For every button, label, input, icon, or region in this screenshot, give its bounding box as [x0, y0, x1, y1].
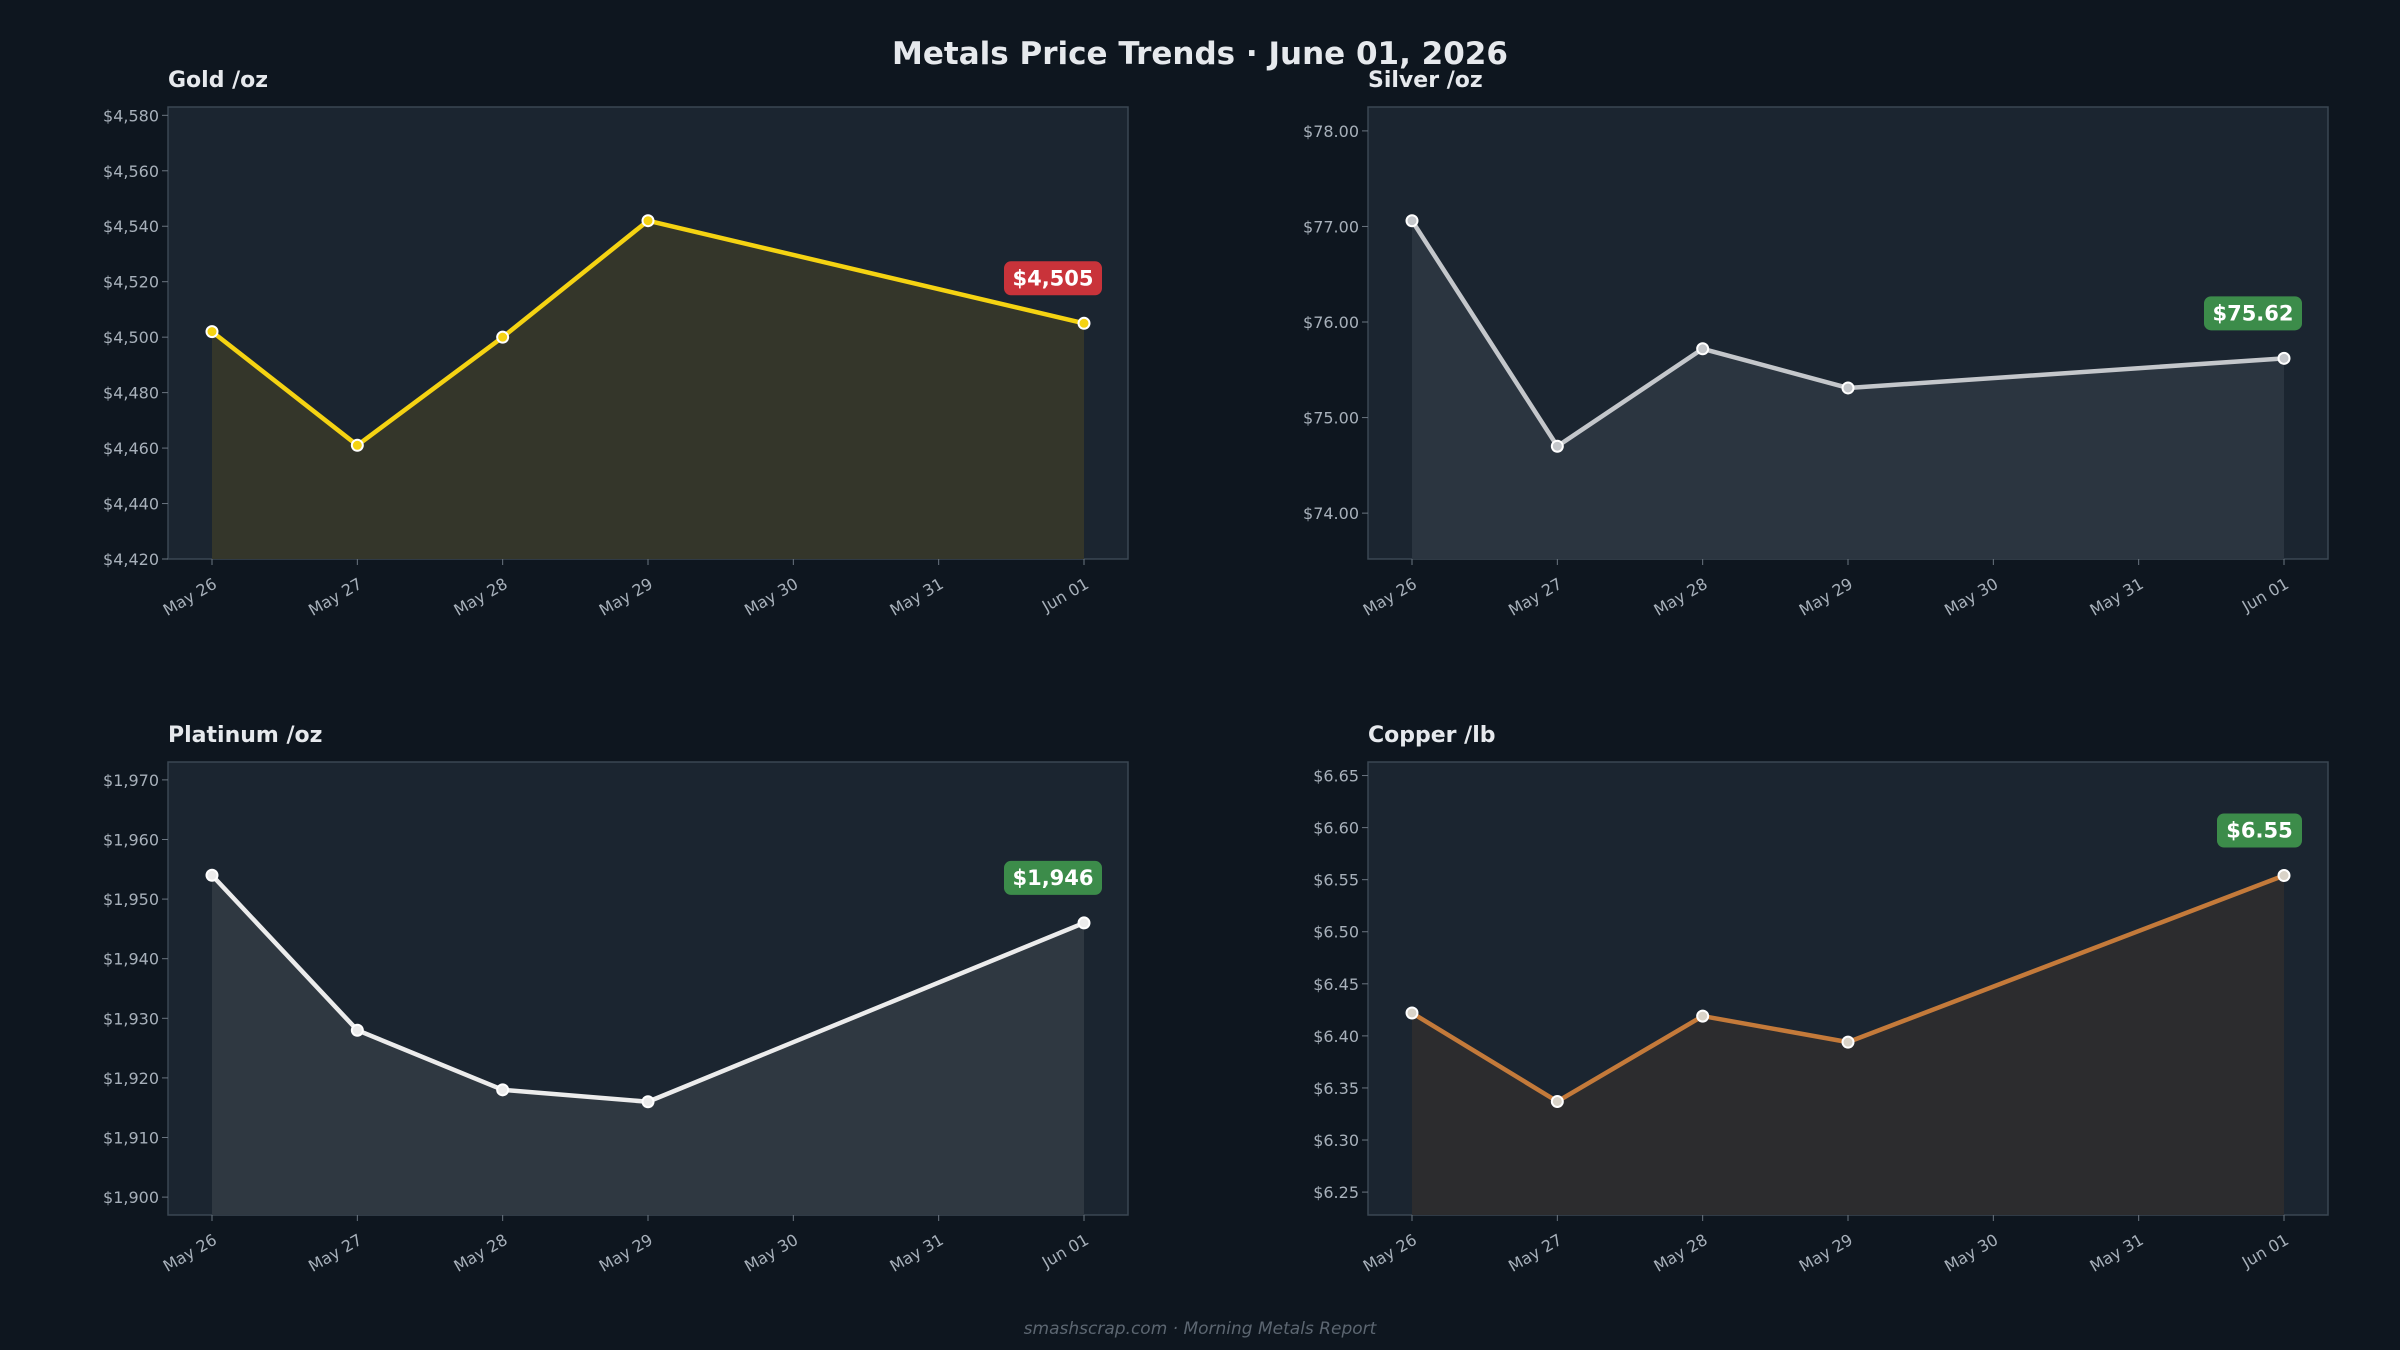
copper-y-tick-label: $6.35: [1313, 1079, 1359, 1098]
copper-y-tick-label: $6.40: [1313, 1027, 1359, 1046]
footer-credit: smashscrap.com · Morning Metals Report: [1024, 1319, 1378, 1339]
gold-data-point: [641, 214, 655, 228]
copper-data-point: [1841, 1035, 1855, 1049]
silver-y-tick-label: $75.00: [1303, 409, 1359, 428]
gold-y-tick-label: $4,500: [103, 328, 159, 347]
silver-chart-title: Silver /oz: [1368, 68, 1483, 93]
platinum-y-tick-label: $1,970: [103, 771, 159, 790]
copper-data-point: [1550, 1094, 1564, 1108]
silver-data-point: [1405, 214, 1419, 228]
copper-chart-title: Copper /lb: [1368, 723, 1496, 748]
platinum-latest-badge: [1004, 860, 1102, 895]
gold-latest-badge: [1004, 261, 1102, 296]
platinum-chart-title: Platinum /oz: [168, 723, 322, 748]
platinum-y-tick-label: $1,930: [103, 1009, 159, 1028]
gold-y-tick-label: $4,460: [103, 439, 159, 458]
platinum-y-tick-label: $1,960: [103, 830, 159, 849]
platinum-area-fill: [212, 875, 1084, 1215]
gold-y-tick-label: $4,540: [103, 217, 159, 236]
copper-chart: Copper /lb $6.25 $6.30 $6.35 $6.40 $6.45 $6.50…: [1313, 723, 2329, 1276]
silver-data-point: [1696, 342, 1710, 356]
platinum-data-point: [496, 1083, 510, 1097]
silver-y-tick-label: $78.00: [1303, 122, 1359, 141]
silver-y-tick-label: $76.00: [1303, 313, 1359, 332]
gold-chart-title: Gold /oz: [168, 68, 268, 93]
copper-y-tick-label: $6.45: [1313, 975, 1359, 994]
silver-y-tick-label: $77.00: [1303, 217, 1359, 236]
copper-y-tick-label: $6.55: [1313, 871, 1359, 890]
platinum-data-point: [205, 868, 219, 882]
gold-y-tick-label: $4,420: [103, 550, 159, 569]
platinum-data-point: [1077, 916, 1091, 930]
copper-y-tick-label: $6.25: [1313, 1183, 1359, 1202]
gold-chart: Gold /oz $4,420 $4,440 $4,460 $4,480 $4,500 $4…: [103, 68, 1129, 620]
platinum-y-tick-label: $1,940: [103, 950, 159, 969]
copper-y-tick-label: $6.50: [1313, 923, 1359, 942]
gold-data-point: [350, 438, 364, 452]
silver-data-point: [2277, 351, 2291, 365]
platinum-y-tick-label: $1,910: [103, 1129, 159, 1148]
dashboard-title: Metals Price Trends · June 01, 2026: [892, 36, 1508, 72]
silver-data-point: [1550, 439, 1564, 453]
silver-data-point: [1841, 381, 1855, 395]
gold-y-tick-label: $4,580: [103, 106, 159, 125]
gold-latest-value: $4,505: [1012, 266, 1093, 290]
platinum-y-tick-label: $1,950: [103, 890, 159, 909]
copper-y-tick-label: $6.30: [1313, 1131, 1359, 1150]
platinum-data-point: [350, 1023, 364, 1037]
silver-chart: Silver /oz $74.00 $75.00 $76.00 $77.00 $78.00…: [1303, 68, 2329, 620]
copper-data-point: [2277, 869, 2291, 883]
platinum-chart: Platinum /oz $1,900 $1,910 $1,920 $1,930 $1,9…: [103, 723, 1129, 1276]
gold-y-tick-label: $4,480: [103, 384, 159, 403]
copper-y-tick-label: $6.65: [1313, 767, 1359, 786]
gold-area-fill: [212, 220, 1084, 560]
silver-latest-badge: [2204, 296, 2302, 331]
platinum-y-tick-label: $1,920: [103, 1069, 159, 1088]
silver-y-tick-label: $74.00: [1303, 504, 1359, 523]
copper-data-point: [1405, 1006, 1419, 1020]
copper-latest-value: $6.55: [2226, 819, 2292, 843]
gold-y-tick-label: $4,560: [103, 162, 159, 181]
gold-y-tick-label: $4,520: [103, 273, 159, 292]
copper-latest-badge: [2217, 813, 2302, 848]
platinum-data-point: [641, 1095, 655, 1109]
gold-data-point: [496, 330, 510, 344]
platinum-latest-value: $1,946: [1012, 866, 1093, 890]
copper-y-tick-label: $6.60: [1313, 819, 1359, 838]
gold-data-point: [1077, 316, 1091, 330]
gold-data-point: [205, 325, 219, 339]
platinum-y-tick-label: $1,900: [103, 1188, 159, 1207]
copper-data-point: [1696, 1009, 1710, 1023]
silver-latest-value: $75.62: [2212, 301, 2293, 325]
gold-y-tick-label: $4,440: [103, 495, 159, 514]
